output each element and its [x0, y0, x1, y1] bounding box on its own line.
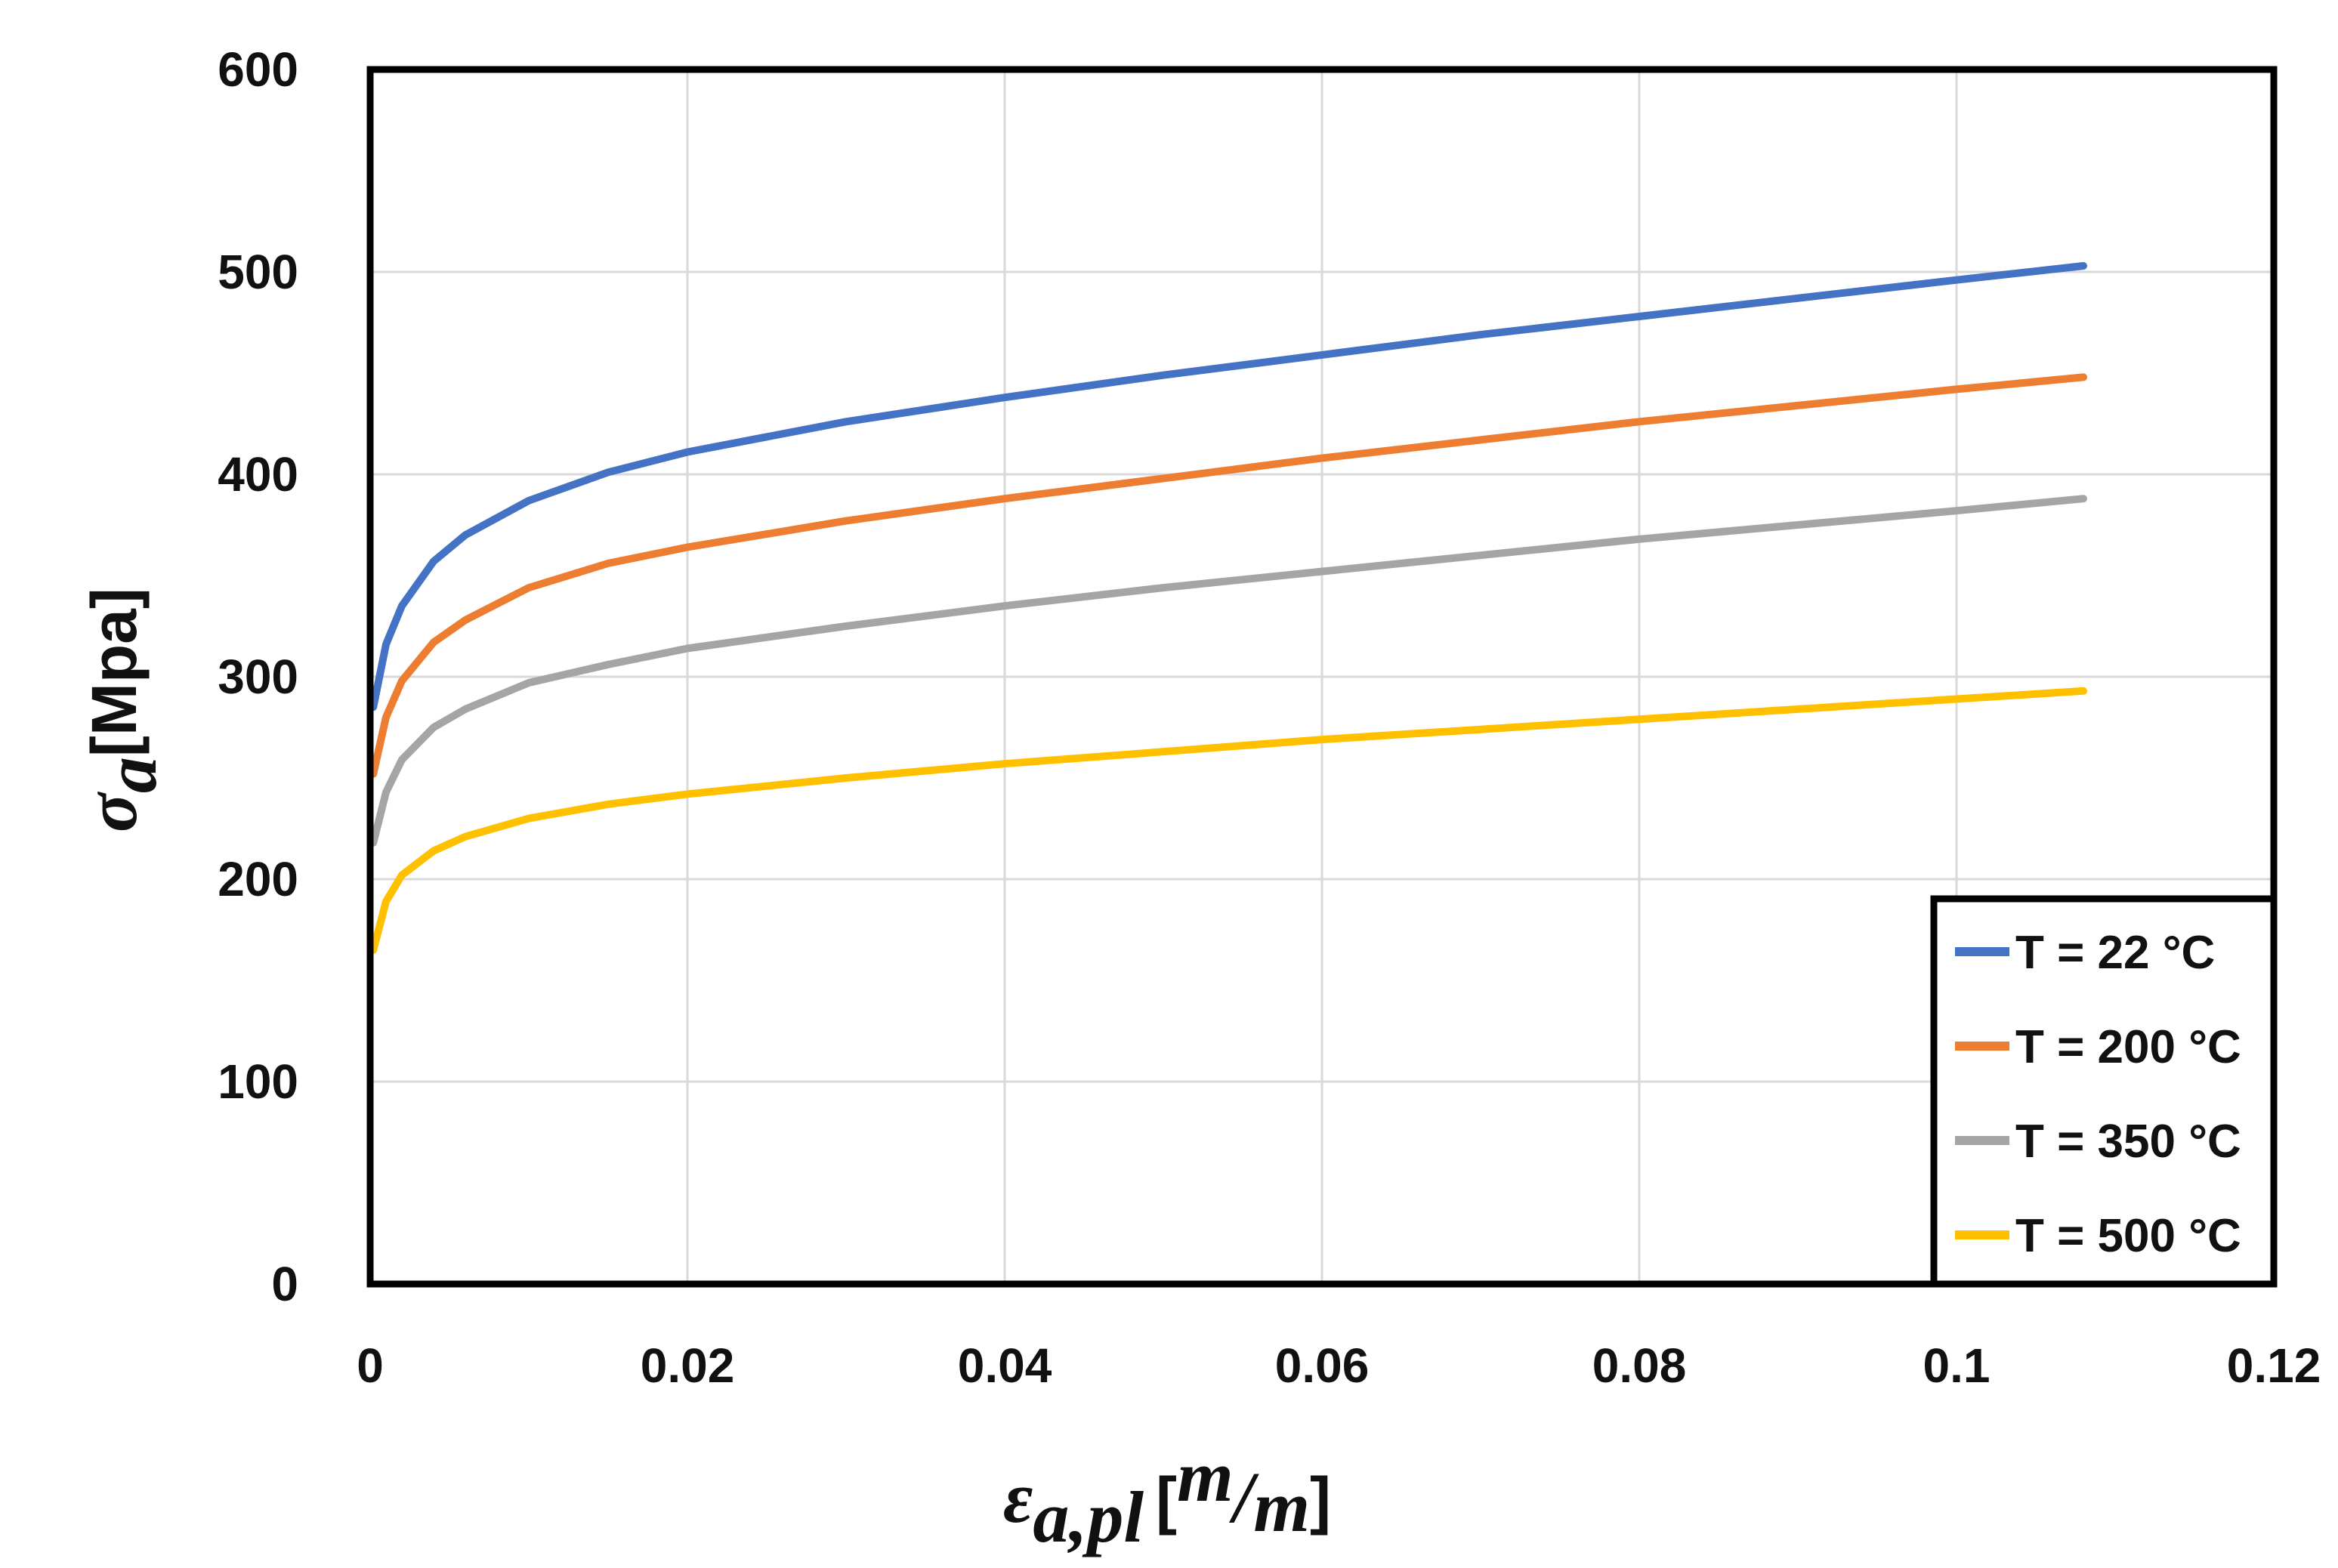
y-tick-label: 500 — [218, 245, 298, 299]
y-tick-label: 400 — [218, 447, 298, 502]
x-axis-subscript: a,pl — [1033, 1477, 1144, 1557]
grid — [370, 69, 2274, 1284]
x-tick-label: 0.12 — [2227, 1338, 2321, 1393]
x-tick-label: 0.1 — [1923, 1338, 1991, 1393]
legend: T = 22 °C T = 200 °C T = 350 °C T = 500 °C — [1930, 895, 2278, 1288]
y-tick-label: 0 — [271, 1257, 298, 1311]
x-axis-unit-close: ] — [1310, 1465, 1331, 1536]
plot-frame — [366, 66, 2278, 1288]
y-tick-label: 600 — [218, 42, 298, 97]
y-tick-labels: 0 100 200 300 400 500 600 — [218, 42, 298, 1311]
x-tick-label: 0.02 — [641, 1338, 735, 1393]
x-axis-unit-denominator: m — [1253, 1466, 1310, 1547]
y-axis-symbol: σ — [71, 792, 152, 832]
legend-label: T = 500 °C — [2015, 1210, 2241, 1262]
y-axis-title: σa[Mpa] — [71, 588, 171, 832]
legend-label: T = 350 °C — [2015, 1116, 2241, 1168]
y-tick-label: 300 — [218, 650, 298, 704]
series-line — [369, 262, 2087, 711]
legend-label: T = 22 °C — [2015, 927, 2215, 979]
x-tick-label: 0.04 — [958, 1338, 1052, 1393]
x-tick-label: 0 — [357, 1338, 384, 1393]
legend-label: T = 200 °C — [2015, 1021, 2241, 1073]
x-axis-unit-open: [ — [1156, 1465, 1177, 1536]
x-tick-label: 0.06 — [1275, 1338, 1370, 1393]
y-axis-subscript: a — [91, 757, 171, 793]
x-axis-symbol: ε — [1003, 1457, 1033, 1538]
x-axis-unit-numerator: m — [1177, 1436, 1234, 1517]
legend-box — [1930, 895, 2278, 1288]
y-axis-unit: [Mpa] — [79, 588, 150, 757]
y-tick-label: 100 — [218, 1054, 298, 1109]
series-line — [369, 495, 2087, 847]
x-tick-labels: 0 0.02 0.04 0.06 0.08 0.1 0.12 — [357, 1338, 2321, 1393]
x-axis-title: εa,pl [m/m] — [1003, 1436, 1331, 1557]
series-lines — [369, 262, 2087, 954]
y-tick-label: 200 — [218, 852, 298, 906]
series-line — [369, 687, 2087, 954]
x-tick-label: 0.08 — [1592, 1338, 1687, 1393]
series-line — [369, 373, 2087, 778]
